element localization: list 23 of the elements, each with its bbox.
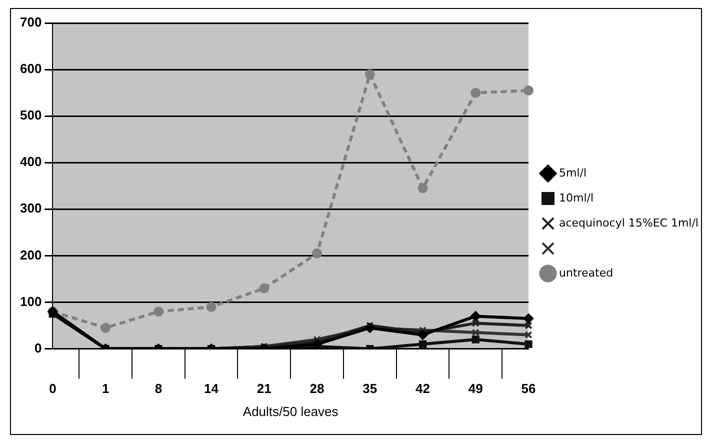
y-tick-label: 500 xyxy=(20,108,42,123)
x-tick-label: 49 xyxy=(468,381,483,396)
y-tick-label: 600 xyxy=(20,61,42,76)
legend-label: 5ml/l xyxy=(559,166,587,180)
x-tick-label: 21 xyxy=(256,381,272,396)
x-tick-label: 56 xyxy=(521,381,536,396)
y-tick-label: 300 xyxy=(20,200,42,216)
x-tick-label: 0 xyxy=(49,381,56,396)
y-tick-label: 400 xyxy=(20,154,42,170)
y-tick-label: 700 xyxy=(20,14,42,30)
x-tick-label: 14 xyxy=(204,381,220,396)
legend-label: acequinocyl 15%EC 1ml/l xyxy=(559,216,698,230)
x-tick-label: 1 xyxy=(102,381,110,396)
x-tick-label: 42 xyxy=(416,381,430,396)
x-tick-label: 28 xyxy=(310,381,324,396)
legend-label: 10ml/l xyxy=(559,191,594,204)
y-tick-label: 0 xyxy=(34,340,42,356)
y-tick-label: 200 xyxy=(20,247,42,262)
x-tick-label: 8 xyxy=(154,381,162,396)
legend-label: untreated xyxy=(559,266,614,280)
y-tick-label: 100 xyxy=(20,294,42,309)
x-axis-title: Adults/50 leaves xyxy=(242,404,339,419)
x-tick-label: 35 xyxy=(362,381,378,396)
